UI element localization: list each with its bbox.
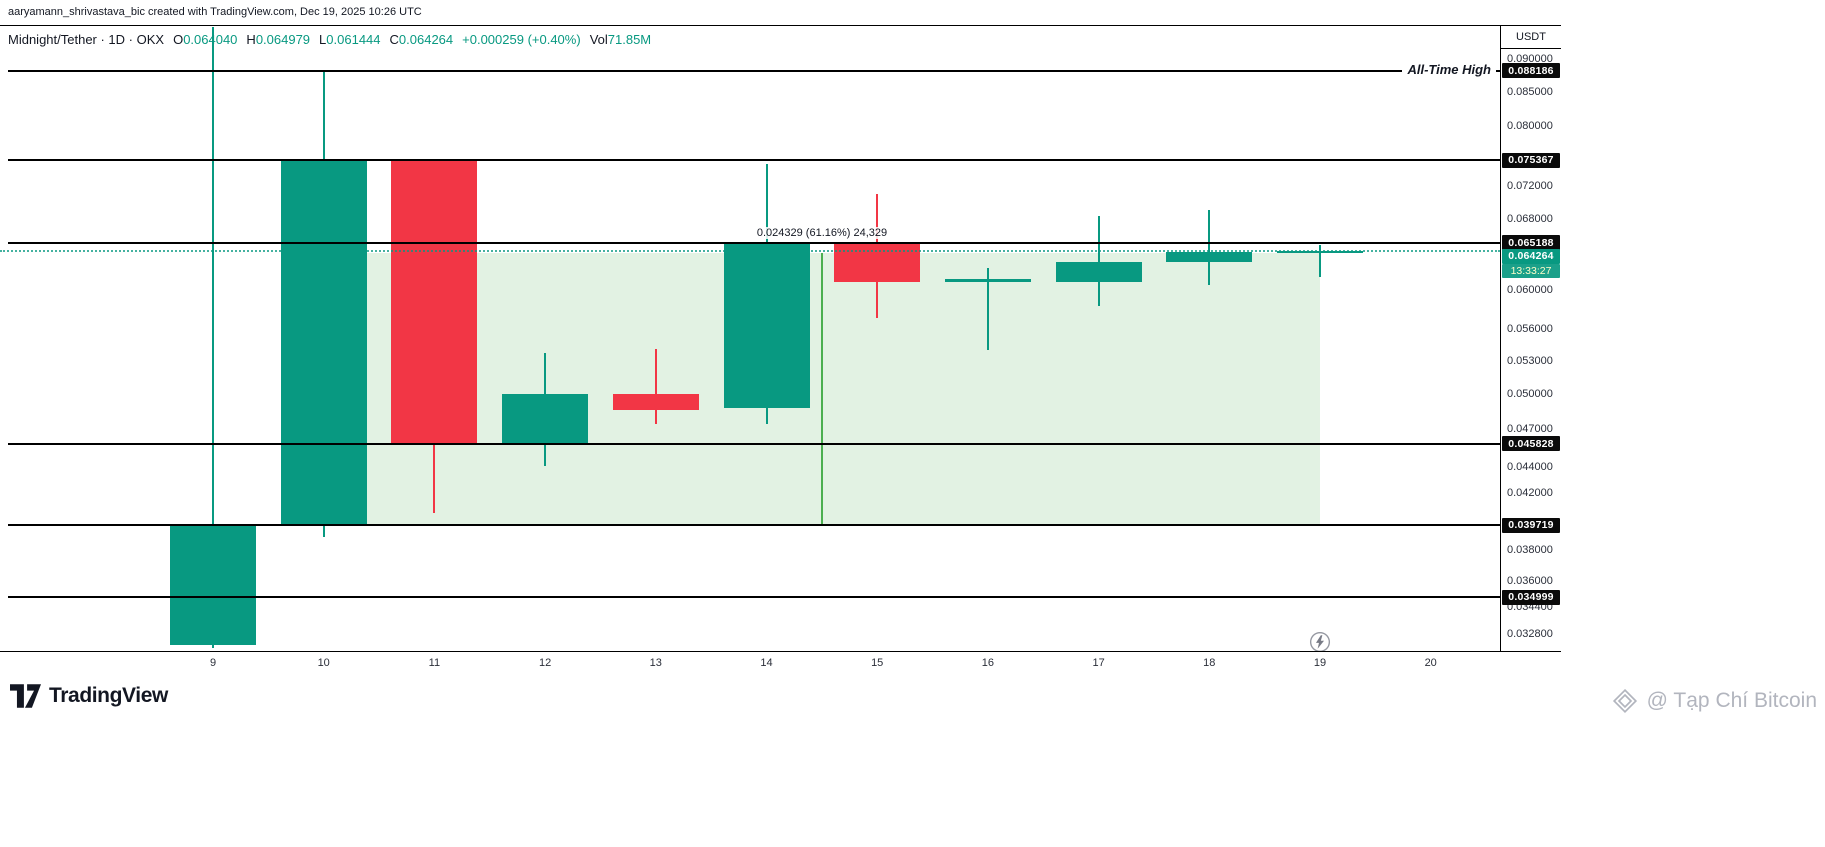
- price-change: +0.000259 (+0.40%): [462, 32, 581, 47]
- candle-body: [1166, 252, 1253, 263]
- candle-wick: [1097, 216, 1100, 307]
- close-value: 0.064264: [398, 32, 454, 47]
- candle-body: [1055, 262, 1142, 282]
- price-tick-label: 0.036000: [1507, 575, 1553, 588]
- time-axis-label: 13: [649, 657, 662, 669]
- price-tick-label: 0.042000: [1507, 487, 1553, 500]
- symbol-title[interactable]: Midnight/Tether · 1D · OKX: [8, 32, 165, 47]
- high-value: 0.064979: [255, 32, 311, 47]
- low-label: L: [319, 32, 327, 47]
- attribution-text: aaryamann_shrivastava_bic created with T…: [8, 6, 422, 18]
- price-level-badge: 0.034999: [1502, 589, 1560, 605]
- all-time-high-label: All-Time High: [1402, 61, 1496, 77]
- candle-body: [723, 242, 810, 408]
- price-level-line: [8, 159, 1500, 162]
- current-price-badge: 0.064264: [1502, 248, 1560, 264]
- time-axis-label: 14: [760, 657, 773, 669]
- time-axis-label: 19: [1313, 657, 1327, 669]
- candle-body: [170, 524, 256, 645]
- candle-wick: [654, 349, 657, 425]
- chart-area: Midnight/Tether · 1D · OKX O0.064040 H0.…: [0, 25, 1561, 678]
- candle-wick: [1208, 210, 1211, 286]
- ohlc-open: O0.064040: [173, 32, 237, 47]
- candle-body: [944, 278, 1031, 282]
- time-axis-label: 12: [538, 657, 552, 669]
- bar-countdown-badge: 13:33:27: [1502, 263, 1560, 278]
- price-tick-label: 0.060000: [1507, 284, 1553, 297]
- candle-wick: [1319, 244, 1321, 277]
- price-tick-label: 0.080000: [1507, 120, 1553, 133]
- price-level-line: [8, 524, 1500, 527]
- chart-legend: Midnight/Tether · 1D · OKX O0.064040 H0.…: [8, 32, 651, 47]
- watermark: @ Tạp Chí Bitcoin: [1612, 688, 1817, 714]
- price-range-measurement-label: 0.024329 (61.16%) 24,329: [753, 226, 891, 239]
- candle-body: [834, 242, 921, 282]
- price-level-badge: 0.088186: [1502, 63, 1560, 79]
- price-tick-label: 0.038000: [1507, 544, 1553, 557]
- price-level-line: [8, 596, 1500, 599]
- time-axis-label: 10: [317, 657, 330, 669]
- time-axis-label: 9: [209, 657, 217, 669]
- time-axis-label: 20: [1424, 657, 1437, 669]
- diamond-icon: [1612, 688, 1638, 714]
- tradingview-logo-icon: [10, 684, 41, 708]
- price-tick-label: 0.044000: [1507, 460, 1553, 473]
- price-level-badge: 0.065188: [1502, 235, 1560, 251]
- candle-wick: [212, 26, 214, 649]
- tradingview-logo-text: TradingView: [49, 684, 168, 707]
- candle-body: [280, 160, 367, 525]
- price-tick-label: 0.032800: [1507, 628, 1553, 641]
- ohlc-close: C0.064264: [390, 32, 454, 47]
- volume-value: 71.85M: [607, 32, 652, 47]
- low-value: 0.061444: [326, 32, 381, 47]
- candle-body: [1277, 250, 1363, 253]
- ohlc-low: L0.061444: [319, 32, 380, 47]
- price-level-line: [8, 442, 1500, 445]
- price-tick-label: 0.050000: [1507, 388, 1553, 401]
- price-level-line: [8, 241, 1500, 244]
- candle-body: [612, 394, 699, 411]
- price-tick-label: 0.072000: [1507, 180, 1553, 193]
- candle-wick: [986, 267, 989, 351]
- time-axis-label: 15: [871, 657, 884, 669]
- time-axis-label: 11: [428, 657, 441, 669]
- price-tick-label: 0.068000: [1507, 212, 1553, 225]
- price-tick-label: 0.047000: [1507, 423, 1553, 436]
- close-label: C: [389, 32, 399, 47]
- ohlc-high: H0.064979: [246, 32, 310, 47]
- price-axis-currency: USDT: [1501, 26, 1561, 49]
- price-tick-label: 0.056000: [1507, 323, 1553, 336]
- lightning-event-icon[interactable]: [1309, 631, 1331, 651]
- current-price-line: [0, 249, 1500, 252]
- open-label: O: [173, 32, 184, 47]
- price-level-badge: 0.039719: [1502, 517, 1560, 533]
- watermark-text: @ Tạp Chí Bitcoin: [1646, 689, 1817, 712]
- tradingview-logo[interactable]: TradingView: [10, 684, 168, 708]
- price-level-badge: 0.075367: [1502, 152, 1560, 168]
- volume-field: Vol71.85M: [590, 32, 651, 47]
- high-label: H: [246, 32, 256, 47]
- chart-plot[interactable]: Midnight/Tether · 1D · OKX O0.064040 H0.…: [0, 26, 1500, 651]
- candle-body: [391, 160, 478, 444]
- time-axis-label: 16: [981, 657, 995, 669]
- candle-body: [502, 394, 589, 444]
- open-value: 0.064040: [183, 32, 238, 47]
- price-level-line: [8, 69, 1500, 72]
- price-level-badge: 0.045828: [1502, 436, 1560, 452]
- time-axis-label: 17: [1092, 657, 1105, 669]
- time-axis[interactable]: 9 10 11 12 13 14 15 16 17 18 19 20: [0, 651, 1561, 678]
- volume-label: Vol: [589, 32, 608, 47]
- price-range-midline: [821, 252, 823, 526]
- price-axis[interactable]: USDT 0.088186 0.075367 0.065188 0.045828 0.0…: [1500, 26, 1561, 651]
- time-axis-label: 18: [1203, 657, 1216, 669]
- price-tick-label: 0.053000: [1507, 354, 1553, 367]
- price-tick-label: 0.085000: [1507, 85, 1553, 98]
- price-tick-label: 0.090000: [1507, 53, 1553, 65]
